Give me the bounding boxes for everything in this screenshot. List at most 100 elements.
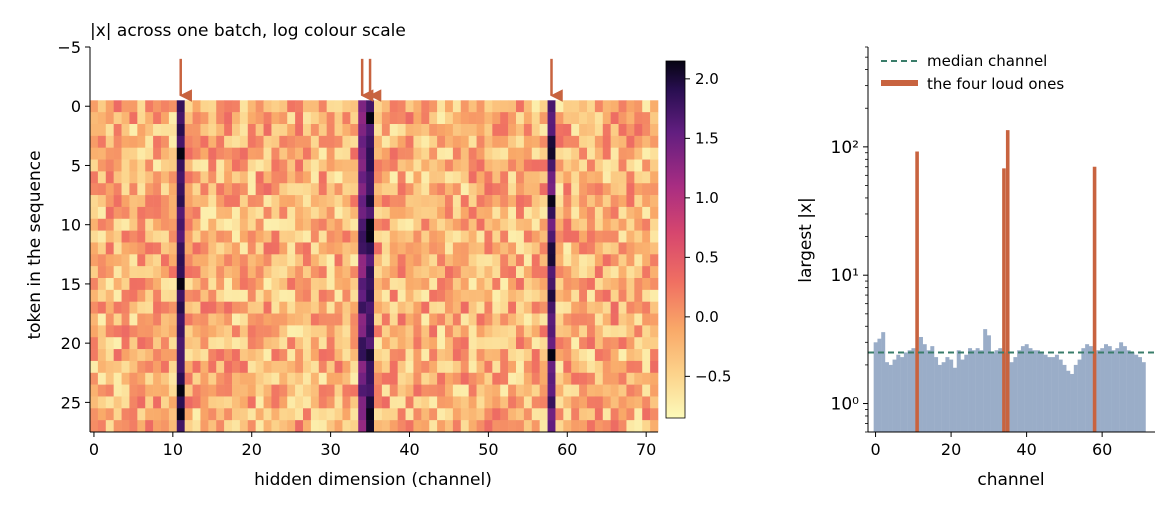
heatmap-cell [618,349,627,362]
heatmap-cell [492,384,501,397]
heatmap-cell [145,396,154,409]
heatmap-cell [168,372,178,385]
heatmap-y-tick-label: 10 [61,216,81,235]
heatmap-cell [105,384,114,397]
heatmap-cell [547,124,556,137]
heatmap-cell [121,325,130,338]
heatmap-cell [303,360,312,374]
heatmap-cell [342,396,351,409]
heatmap-cell [224,349,233,362]
heatmap-cell [334,206,343,220]
heatmap-cell [318,301,327,314]
heatmap-cell [587,218,596,231]
heatmap-cell [429,372,438,385]
heatmap-cell [200,183,209,196]
heatmap-cell [216,159,225,172]
heatmap-cell [508,349,517,362]
heatmap-cell [610,337,619,350]
heatmap-cell [350,420,359,433]
heatmap-cell [437,112,446,125]
heatmap-cell [334,408,343,421]
heatmap-cell [303,242,312,255]
channel-bar [1134,354,1139,432]
heatmap-cell [484,349,493,362]
heatmap-cell [366,278,375,291]
heatmap-cell [610,159,619,172]
heatmap-cell [437,313,446,326]
heatmap-cell [184,408,193,421]
heatmap-cell [602,384,611,397]
heatmap-cell [460,218,469,231]
heatmap-cell [366,254,375,267]
heatmap-cell [413,124,422,137]
heatmap-cell [500,372,509,385]
heatmap-cell [208,337,217,350]
heatmap-cell [232,313,241,326]
heatmap-cell [192,171,201,184]
heatmap-cell [452,360,462,374]
heatmap-cell [200,408,209,421]
heatmap-cell [129,242,138,255]
heatmap-cell [452,195,462,208]
heatmap-cell [531,349,540,362]
heatmap-cell [389,289,398,302]
heatmap-cell [523,408,533,421]
heatmap-cell [484,420,493,433]
heatmap-cell [437,254,446,267]
heatmap-cell [492,372,501,385]
heatmap-cell [279,278,288,291]
heatmap-cell [492,112,501,125]
heatmap-cell [634,112,643,125]
heatmap-cell [492,254,501,267]
heatmap-cell [429,289,438,302]
heatmap-cell [563,183,572,196]
heatmap-cell [571,206,580,220]
heatmap-ylabel: token in the sequence [25,150,45,339]
heatmap-cell [192,124,201,137]
heatmap-cell [184,230,193,243]
heatmap-cell [602,100,611,113]
heatmap-cell [161,408,170,421]
heatmap-cell [547,159,556,172]
heatmap-cell [216,396,225,409]
heatmap-cell [484,360,493,374]
heatmap-cell [618,360,627,374]
heatmap-cell [539,195,548,208]
heatmap-cell [460,159,469,172]
heatmap-cell [523,266,533,279]
channel-bar [1017,350,1022,432]
heatmap-cell [642,360,651,374]
heatmap-cell [484,266,493,279]
heatmap-cell [484,337,493,350]
heatmap-cell [216,183,225,196]
heatmap-cell [200,159,209,172]
heatmap-cell [113,254,122,267]
heatmap-cell [594,242,604,255]
heatmap-cell [137,230,146,243]
heatmap-cell [184,159,193,172]
heatmap-cell [531,112,540,125]
heatmap-cell [523,372,533,385]
heatmap-cell [303,396,312,409]
heatmap-cell [405,147,414,160]
heatmap-cell [239,278,249,291]
heatmap-cell [326,135,335,148]
heatmap-cell [216,135,225,148]
heatmap-cell [263,135,272,148]
heatmap-cell [326,408,335,421]
heatmap-cell [389,360,398,374]
heatmap-cell [389,254,398,267]
heatmap-cell [153,218,162,231]
heatmap-cell [326,206,335,220]
heatmap-cell [381,112,391,125]
heatmap-cell [334,313,343,326]
heatmap-cell [224,384,233,397]
heatmap-cell [476,360,485,374]
heatmap-cell [374,408,383,421]
heatmap-cell [153,325,162,338]
heatmap-cell [381,230,391,243]
heatmap-cell [429,408,438,421]
heatmap-cell [129,206,138,220]
channel-bar [934,357,939,432]
